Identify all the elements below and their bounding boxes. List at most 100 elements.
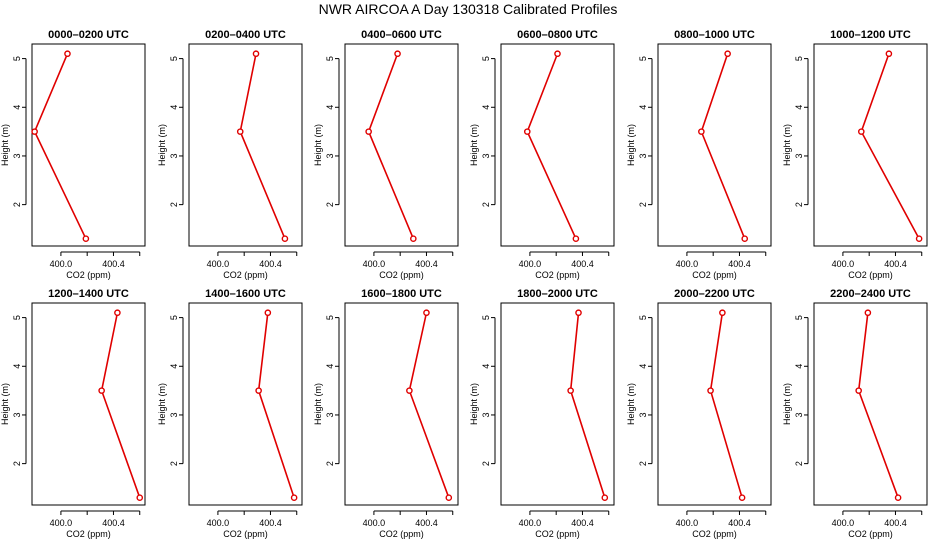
x-axis-label: CO2 (ppm) — [223, 270, 268, 280]
x-axis-label: CO2 (ppm) — [379, 270, 424, 280]
data-point — [423, 309, 430, 317]
x-axis-label: CO2 (ppm) — [535, 529, 580, 539]
plot-frame — [657, 302, 772, 506]
y-tick-label: 5 — [169, 315, 179, 320]
data-point — [575, 309, 582, 317]
panel-title: 2000–2200 UTC — [674, 288, 755, 300]
data-point — [445, 494, 453, 501]
data-point — [252, 50, 260, 58]
data-point — [572, 235, 580, 242]
series-line — [408, 312, 450, 498]
y-tick-label: 5 — [481, 56, 491, 61]
y-axis-label: Height (m) — [782, 383, 792, 425]
x-tick-label: 400.4 — [415, 518, 438, 528]
plot-frame — [344, 43, 459, 247]
panel-8: 1400–1600 UTC CO2 (ppm) Height (m) 400.0 400… — [157, 288, 303, 539]
data-point — [554, 50, 561, 58]
panel-title: 1200–1400 UTC — [48, 288, 129, 300]
y-axis-label: Height (m) — [469, 383, 479, 425]
y-tick-label: 4 — [325, 364, 335, 369]
x-tick-label: 400.4 — [884, 518, 907, 528]
y-tick-label: 5 — [169, 56, 179, 61]
y-tick-label: 2 — [794, 461, 804, 466]
y-tick-label: 4 — [638, 105, 648, 110]
series-line — [257, 312, 295, 498]
y-tick-label: 2 — [794, 202, 804, 207]
y-axis-label: Height (m) — [626, 124, 636, 166]
panel-4: 0600–0800 UTC CO2 (ppm) Height (m) 400.0 400… — [469, 29, 615, 280]
x-tick-label: 400.4 — [728, 518, 751, 528]
plot-frame — [344, 302, 459, 506]
x-axis-label: CO2 (ppm) — [535, 270, 580, 280]
panel-title: 0600–0800 UTC — [517, 29, 598, 41]
panel-title: 2200–2400 UTC — [830, 288, 911, 300]
y-axis-label: Height (m) — [157, 383, 167, 425]
x-tick-label: 400.0 — [363, 259, 386, 269]
data-point — [915, 235, 923, 242]
x-tick-label: 400.0 — [50, 518, 73, 528]
y-tick-label: 4 — [481, 364, 491, 369]
y-tick-label: 2 — [169, 202, 179, 207]
plot-frame — [188, 43, 303, 247]
x-tick-label: 400.4 — [259, 518, 282, 528]
x-tick-label: 400.0 — [832, 518, 855, 528]
y-tick-label: 4 — [325, 105, 335, 110]
y-tick-label: 4 — [794, 364, 804, 369]
y-tick-label: 3 — [169, 412, 179, 417]
x-axis-label: CO2 (ppm) — [692, 270, 737, 280]
panel-9: 1600–1800 UTC CO2 (ppm) Height (m) 400.0 400… — [313, 288, 459, 539]
y-tick-label: 3 — [638, 412, 648, 417]
y-tick-label: 4 — [169, 105, 179, 110]
plot-frame — [500, 43, 615, 247]
y-tick-label: 3 — [481, 412, 491, 417]
x-tick-label: 400.4 — [728, 259, 751, 269]
x-tick-label: 400.0 — [832, 259, 855, 269]
data-point — [885, 50, 893, 58]
data-point — [264, 309, 272, 317]
x-axis-label: CO2 (ppm) — [66, 529, 111, 539]
series-line — [526, 53, 577, 240]
data-point — [601, 494, 609, 501]
y-tick-label: 3 — [794, 153, 804, 158]
y-tick-label: 2 — [169, 461, 179, 466]
data-point — [98, 387, 105, 394]
y-tick-label: 2 — [325, 202, 335, 207]
y-tick-label: 3 — [169, 153, 179, 158]
y-tick-label: 4 — [169, 364, 179, 369]
y-tick-label: 4 — [794, 105, 804, 110]
y-tick-label: 5 — [638, 56, 648, 61]
y-axis-label: Height (m) — [157, 124, 167, 166]
data-point — [724, 50, 731, 58]
data-point — [864, 309, 872, 317]
y-tick-label: 5 — [481, 315, 491, 320]
plot-frame — [31, 302, 146, 506]
y-tick-label: 3 — [12, 412, 22, 417]
data-point — [290, 494, 298, 501]
data-point — [64, 50, 71, 58]
panel-title: 1800–2000 UTC — [517, 288, 598, 300]
panel-title: 0400–0600 UTC — [361, 29, 442, 41]
panel-title: 0800–1000 UTC — [674, 29, 755, 41]
panel-1: 0000–0200 UTC CO2 (ppm) Height (m) 400.0 400… — [0, 29, 146, 280]
y-tick-label: 5 — [325, 56, 335, 61]
series-line — [367, 53, 415, 240]
series-line — [860, 53, 920, 240]
data-point — [281, 235, 289, 242]
data-point — [114, 309, 121, 317]
x-axis-label: CO2 (ppm) — [379, 529, 424, 539]
panel-title: 1400–1600 UTC — [205, 288, 286, 300]
plot-frame — [657, 43, 772, 247]
x-tick-label: 400.4 — [259, 259, 282, 269]
y-tick-label: 4 — [12, 364, 22, 369]
data-point — [236, 128, 244, 135]
data-point — [707, 387, 714, 394]
data-point — [738, 494, 746, 501]
data-point — [82, 235, 90, 242]
y-tick-label: 4 — [12, 105, 22, 110]
y-axis-label: Height (m) — [469, 124, 479, 166]
x-tick-label: 400.0 — [676, 518, 699, 528]
y-tick-label: 2 — [325, 461, 335, 466]
data-point — [365, 128, 372, 135]
panel-title: 0000–0200 UTC — [48, 29, 129, 41]
data-point — [567, 387, 574, 394]
